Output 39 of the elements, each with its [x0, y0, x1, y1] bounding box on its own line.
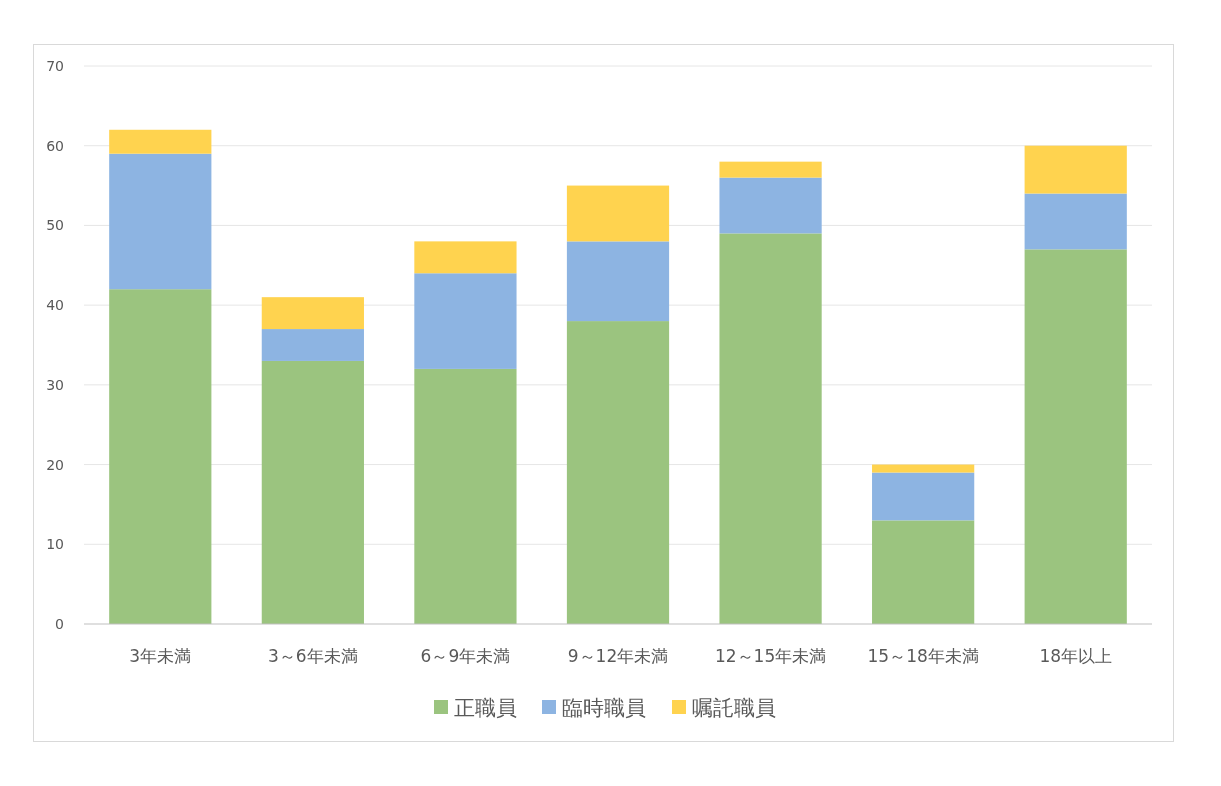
x-tick-label: 12～15年未満	[714, 646, 827, 666]
x-tick-label: 3年未満	[129, 646, 192, 666]
y-tick-label: 20	[46, 456, 64, 473]
bar	[1024, 249, 1127, 624]
x-tick-label: 9～12年未満	[567, 646, 669, 666]
bar	[414, 273, 517, 369]
x-tick-label: 3～6年未満	[268, 646, 358, 666]
bar	[109, 289, 212, 624]
bar	[261, 329, 364, 361]
bar	[414, 241, 517, 274]
legend-label: 臨時職員	[562, 696, 646, 720]
bar	[566, 241, 670, 322]
bar	[109, 129, 212, 154]
x-tick-label: 6～9年未満	[420, 646, 511, 666]
y-tick-label: 0	[55, 616, 64, 632]
bar	[261, 360, 364, 624]
legend-label: 嘱託職員	[692, 696, 776, 720]
legend-label: 正職員	[454, 696, 517, 720]
y-tick-label: 30	[46, 376, 64, 393]
bar	[1024, 193, 1127, 250]
bar	[872, 472, 975, 521]
bar	[261, 297, 364, 330]
bar	[872, 464, 975, 473]
y-tick-label: 60	[46, 137, 64, 154]
bar	[109, 153, 212, 290]
y-tick-label: 40	[46, 297, 64, 314]
x-tick-label: 18年以上	[1039, 646, 1113, 666]
bar	[566, 321, 670, 624]
bar	[719, 233, 822, 624]
bar	[1024, 145, 1127, 194]
bar	[872, 520, 975, 624]
bar	[719, 161, 822, 178]
bar	[414, 368, 517, 624]
y-tick-label: 70	[46, 58, 64, 74]
bar	[719, 177, 822, 234]
bar	[566, 185, 670, 242]
x-tick-label: 15～18年未満	[867, 646, 979, 666]
y-tick-label: 10	[46, 536, 64, 553]
y-tick-label: 50	[46, 217, 64, 234]
